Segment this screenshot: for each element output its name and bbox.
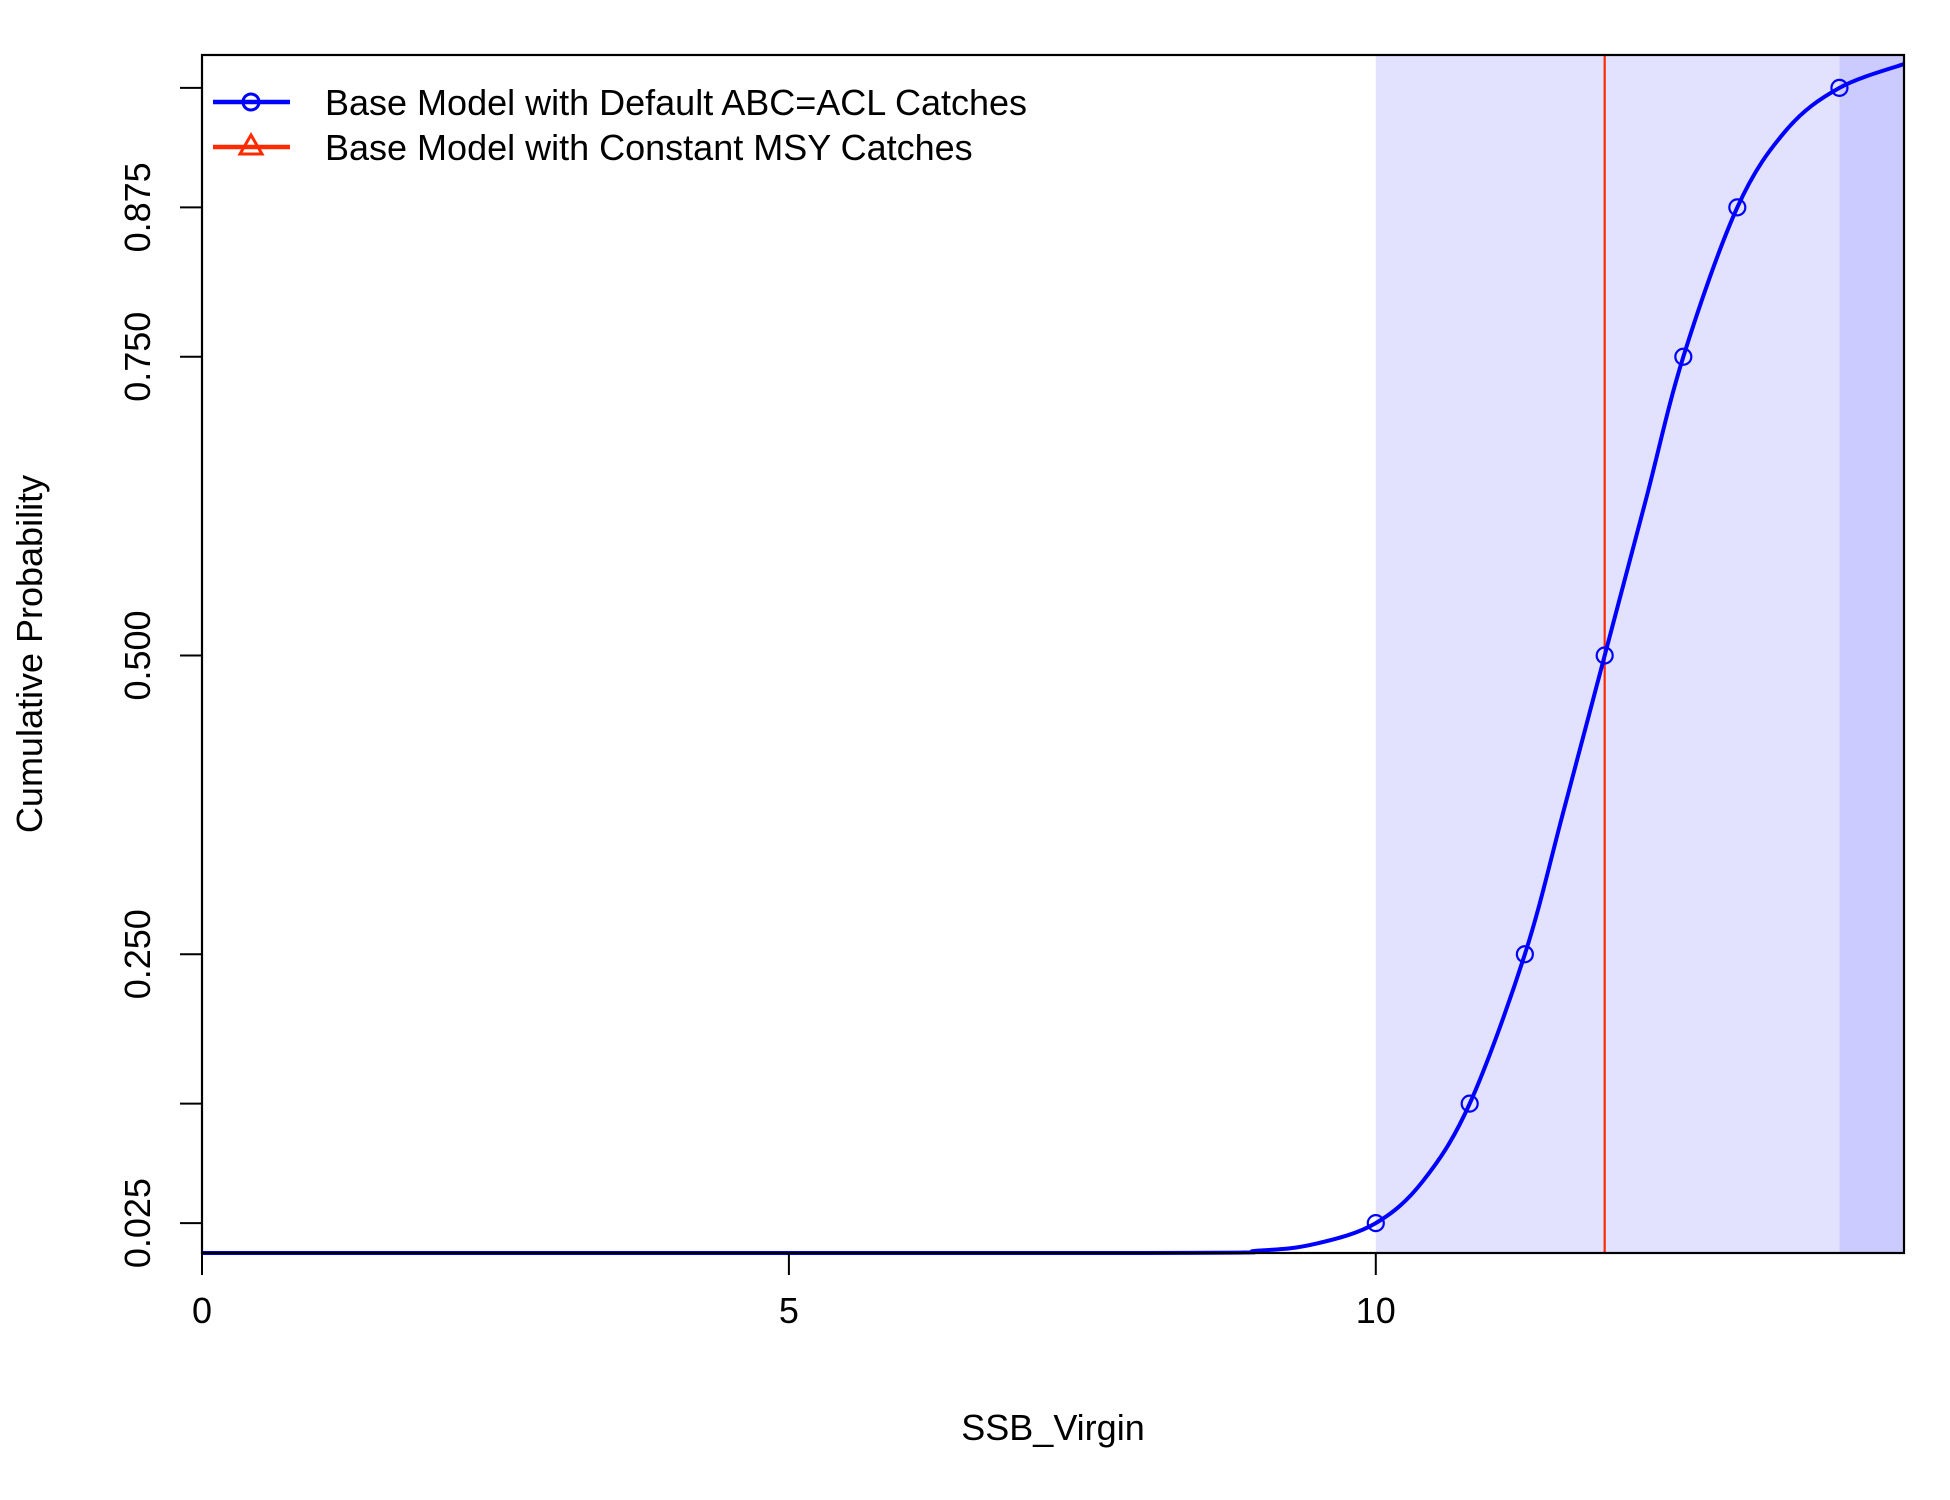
x-tick-label: 0 bbox=[192, 1290, 212, 1331]
y-tick-label: 0.875 bbox=[117, 162, 158, 252]
quantile-point bbox=[1460, 1094, 1479, 1113]
quantile-point bbox=[1830, 78, 1849, 97]
plot-frame bbox=[200, 53, 1906, 1255]
legend-label: Base Model with Default ABC=ACL Catches bbox=[325, 82, 1027, 123]
quantile-point bbox=[1595, 646, 1614, 665]
y-tick-label: 0.750 bbox=[117, 312, 158, 402]
x-tick-label: 5 bbox=[779, 1290, 799, 1331]
y-tick-label: 0.500 bbox=[117, 610, 158, 700]
y-axis-label: Cumulative Probability bbox=[9, 475, 50, 833]
x-axis-label: SSB_Virgin bbox=[961, 1407, 1144, 1448]
legend-circle-marker bbox=[241, 92, 261, 112]
quantile-point bbox=[1728, 198, 1747, 217]
shade-inner-band bbox=[1375, 55, 1840, 1253]
legend: Base Model with Default ABC=ACL CatchesB… bbox=[213, 82, 1027, 168]
x-axis: 0 5 10 bbox=[192, 1253, 1396, 1331]
quantile-points-layer bbox=[1366, 78, 1849, 1233]
y-axis: 0.025 0.250 0.500 0.750 0.875 bbox=[117, 86, 202, 1268]
shaded-region-layer bbox=[1375, 55, 1904, 1253]
y-tick-label: 0.250 bbox=[117, 909, 158, 999]
shade-upper-tail-band bbox=[1839, 55, 1904, 1253]
quantile-point bbox=[1366, 1214, 1385, 1233]
quantile-point bbox=[1674, 347, 1693, 366]
y-tick-label: 0.025 bbox=[117, 1178, 158, 1268]
legend-triangle-marker bbox=[237, 132, 265, 156]
quantile-point bbox=[1515, 945, 1534, 964]
legend-label: Base Model with Constant MSY Catches bbox=[325, 127, 973, 168]
x-tick-label: 10 bbox=[1356, 1290, 1396, 1331]
